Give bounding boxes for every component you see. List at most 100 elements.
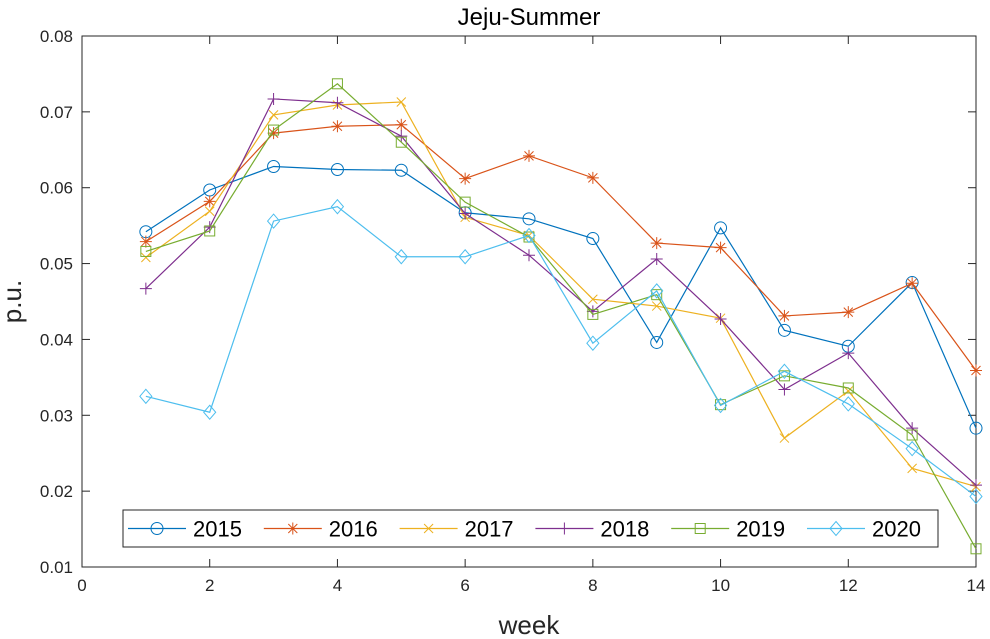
data-point-2015 [650,335,664,349]
data-point-2018 [906,422,919,435]
legend-entry-2017: 2017 [399,517,514,542]
data-point-2020 [139,388,153,405]
legend-box [122,509,939,548]
legend-marker [558,522,571,535]
legend-entry-2019: 2019 [671,517,785,542]
data-point-2015 [522,212,536,226]
x-axis-title: week [498,610,561,639]
series-2020 [139,198,983,505]
data-point-2016 [203,195,216,208]
series-2016 [139,118,982,377]
x-tick-label: 14 [967,576,986,595]
series-line-2019 [145,83,977,550]
data-point-2017 [651,301,662,311]
data-point-2018 [331,96,344,109]
x-tick-label: 6 [460,576,469,595]
y-tick-label: 0.03 [40,406,73,425]
data-point-2019 [268,124,280,136]
data-point-2016 [714,241,727,254]
data-point-2015 [586,232,600,246]
legend-entry-2020: 2020 [807,517,921,542]
data-point-2020 [203,404,217,421]
data-point-2016 [906,277,919,290]
x-tick-label: 8 [588,576,597,595]
y-tick-label: 0.04 [40,330,73,349]
data-point-2018 [778,383,791,396]
data-point-2016 [778,309,791,322]
data-point-2018 [523,249,535,262]
data-point-2015 [267,159,281,173]
data-point-2020 [586,335,600,351]
data-point-2016 [395,118,408,131]
data-point-2016 [331,120,344,133]
data-point-2019 [140,245,152,257]
y-tick-label: 0.01 [40,558,73,577]
data-point-2017 [396,97,407,107]
data-point-2018 [395,130,408,143]
x-tick-label: 2 [205,576,214,595]
y-tick-label: 0.08 [40,27,73,46]
data-point-2018 [650,253,663,266]
legend-label: 2015 [193,517,242,542]
data-point-2017 [204,206,215,217]
data-point-2020 [458,248,472,265]
data-point-2020 [266,213,281,229]
data-point-2016 [523,149,535,162]
data-point-2019 [587,308,599,320]
data-point-2019 [331,78,343,90]
data-point-2019 [842,382,854,394]
y-tick-label: 0.05 [40,255,73,274]
data-point-2017 [588,294,598,305]
data-point-2020 [777,363,792,380]
data-point-2018 [459,207,472,220]
legend-label: 2018 [600,517,649,542]
chart-title: Jeju-Summer [458,4,601,31]
data-point-2015 [330,163,344,177]
data-point-2019 [906,429,918,441]
y-tick-label: 0.06 [40,179,73,198]
data-point-2019 [459,196,471,208]
y-tick-label: 0.07 [40,103,73,122]
data-point-2016 [459,172,472,185]
data-point-2016 [650,237,663,250]
data-point-2020 [394,248,408,265]
data-point-2020 [650,283,664,299]
series-group [139,78,983,555]
data-point-2017 [268,110,279,120]
data-point-2018 [842,347,855,360]
data-point-2017 [907,463,917,474]
data-point-2017 [779,433,790,443]
data-point-2016 [586,171,599,184]
x-tick-label: 4 [333,576,342,595]
legend-marker [423,523,434,534]
data-point-2018 [267,92,280,105]
data-point-2016 [970,364,982,377]
series-line-2015 [145,165,977,429]
data-point-2015 [969,421,983,435]
legend-entry-2018: 2018 [535,517,649,542]
axis-ticks: 0 2 4 6 8 10 12 14 0.01 0.02 0.03 0.04 0.05 0.06 0.07 0… [40,27,986,595]
data-point-2020 [522,227,536,244]
legend: 2015 2016 2017 2018 2019 2020 [122,509,939,548]
data-point-2018 [139,282,152,295]
series-2018 [139,92,982,492]
data-point-2020 [905,440,919,457]
data-point-2020 [713,397,728,414]
data-point-2017 [141,252,151,263]
legend-marker [286,522,299,535]
x-tick-label: 0 [77,576,86,595]
data-point-2018 [714,312,727,325]
data-point-2015 [714,221,728,235]
legend-label: 2019 [736,517,785,542]
data-point-2016 [139,235,152,248]
data-point-2018 [586,305,599,318]
x-tick-label: 10 [711,576,730,595]
series-line-2016 [145,124,977,371]
data-point-2020 [969,488,983,505]
data-point-2015 [394,163,408,177]
series-line-2020 [145,206,977,497]
data-point-2019 [970,543,982,555]
data-point-2016 [267,127,280,140]
data-point-2019 [204,225,216,237]
